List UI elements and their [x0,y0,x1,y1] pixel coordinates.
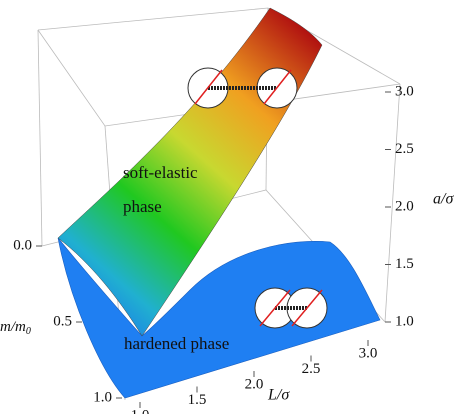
x-tick-label: 1.5 [188,392,207,408]
annotation: hardened phase [124,334,229,353]
z-tick-label: 1.5 [395,256,414,272]
x-axis-label: L/σ [267,387,290,404]
hardened-surface [57,237,381,399]
z-tick-label: 3.0 [395,83,414,99]
y-axis-label-sub: 0 [26,326,31,337]
y-tick-label: 0.5 [53,313,72,329]
y-axis-label: m/m0 [0,319,31,337]
annotation: phase [123,197,162,216]
y-tick-label: 0.0 [13,237,32,253]
z-tick-label: 1.0 [395,313,414,329]
dimer-icon [187,67,298,109]
x-tick-label: 3.0 [359,345,378,361]
x-tick-label: 2.0 [245,376,264,392]
z-tick-label: 2.5 [395,141,414,157]
dimer-icon [254,287,328,329]
x-tick-label: 1.0 [131,407,150,414]
y-tick-label: 1.0 [93,389,112,405]
y-axis-label-main: m/m [0,319,26,335]
z-axis-label: a/σ [433,191,454,208]
x-tick-label: 2.5 [302,361,321,377]
annotation: soft-elastic [123,163,198,182]
z-tick-label: 2.0 [395,198,414,214]
